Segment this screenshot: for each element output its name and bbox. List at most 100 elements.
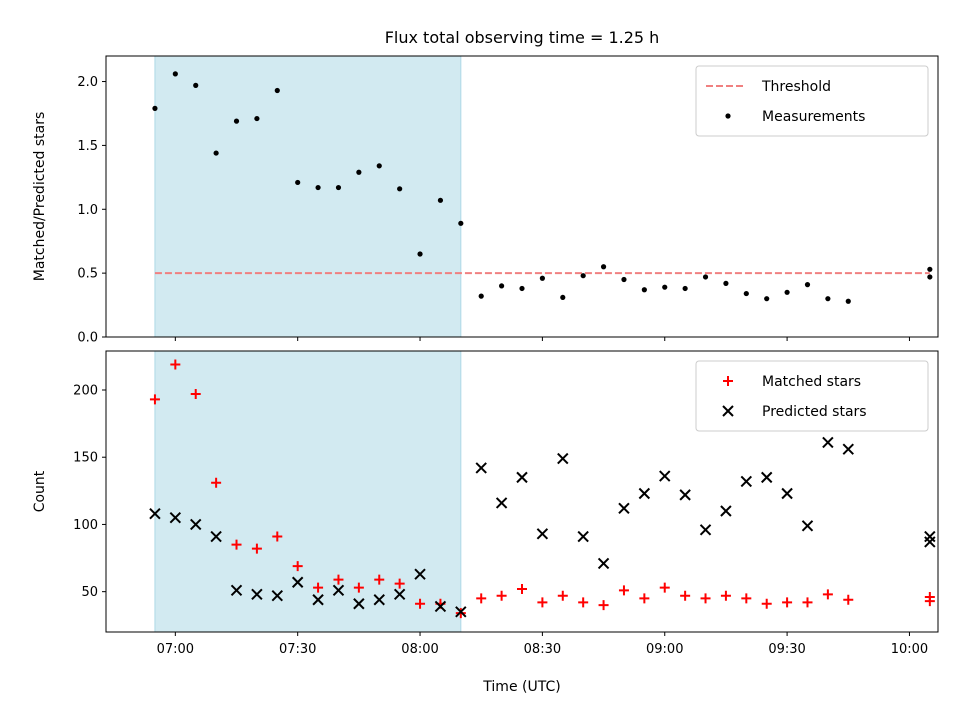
matched-stars-point xyxy=(374,574,385,585)
legend-label: Predicted stars xyxy=(762,404,867,420)
y-tick-label: 50 xyxy=(81,585,98,600)
matched-stars-point xyxy=(741,593,752,604)
predicted-stars-point xyxy=(332,584,345,597)
matched-stars-point xyxy=(537,597,548,608)
x-tick-label: 08:30 xyxy=(524,642,561,657)
measurements-point xyxy=(356,169,362,175)
measurements-point xyxy=(580,273,586,279)
measurements-point xyxy=(254,115,260,122)
predicted-stars-point xyxy=(169,512,182,524)
x-tick-label: 09:30 xyxy=(768,642,805,657)
predicted-stars-point xyxy=(271,589,284,602)
legend-matched-swatch xyxy=(723,376,733,386)
y-tick-label: 2.0 xyxy=(77,75,98,90)
chart-title: Flux total observing time = 1.25 h xyxy=(385,28,660,47)
measurements-point xyxy=(458,220,464,226)
predicted-stars-point xyxy=(414,568,426,580)
legend: Matched stars Predicted stars xyxy=(695,360,929,432)
matched-stars-point xyxy=(517,583,527,594)
measurements-point xyxy=(417,251,423,257)
measurements-point xyxy=(539,275,545,281)
matched-stars-point xyxy=(924,592,935,603)
measurements-point xyxy=(600,264,607,270)
measurements-point xyxy=(927,274,933,280)
matched-stars-point xyxy=(802,597,813,608)
predicted-stars-point xyxy=(190,518,202,531)
matched-stars-point xyxy=(415,598,426,609)
predicted-stars-point xyxy=(924,536,936,548)
legend-label: Measurements xyxy=(762,109,865,125)
y-axis-label: Matched/Predicted stars xyxy=(32,112,48,282)
matched-stars-point xyxy=(680,590,691,601)
predicted-stars-point xyxy=(149,507,161,520)
measurements-point xyxy=(825,296,831,302)
predicted-stars-point xyxy=(373,594,385,606)
matched-stars-point xyxy=(231,539,242,550)
matched-stars-point xyxy=(496,590,507,601)
matched-stars-point xyxy=(251,543,262,554)
matched-stars-point xyxy=(476,593,487,604)
matched-stars-point xyxy=(843,594,854,605)
predicted-stars-point xyxy=(557,452,569,465)
matched-stars-point xyxy=(782,597,793,608)
predicted-stars-point xyxy=(597,557,610,570)
matched-stars-point xyxy=(761,598,772,609)
predicted-stars-point xyxy=(230,584,243,597)
observing-span xyxy=(154,350,462,633)
matched-stars-point xyxy=(394,578,405,589)
matched-stars-point xyxy=(272,531,283,542)
predicted-stars-point xyxy=(577,530,589,543)
matched-stars-point xyxy=(700,593,711,604)
y-tick-label: 100 xyxy=(73,518,98,533)
ratio-panel: 0.0 0.5 1.0 1.5 2.0 Matched/Predicted stars Th… xyxy=(32,55,939,346)
measurements-point xyxy=(376,163,382,169)
y-tick-label: 0.5 xyxy=(77,267,98,282)
measurements-point xyxy=(662,284,668,290)
y-tick-label: 0.0 xyxy=(77,331,98,346)
predicted-stars-point xyxy=(638,487,651,500)
measurements-point xyxy=(437,197,444,203)
matched-stars-point xyxy=(659,582,670,593)
measurements-point xyxy=(499,283,505,289)
predicted-stars-point xyxy=(699,524,712,536)
measurements-point xyxy=(335,184,342,191)
measurements-point xyxy=(723,280,729,286)
measurements-point xyxy=(274,87,280,94)
matched-stars-point xyxy=(578,597,589,608)
predicted-stars-point xyxy=(516,471,528,484)
legend-measurements-swatch xyxy=(725,113,731,119)
matched-stars-point xyxy=(618,585,629,596)
predicted-stars-point xyxy=(740,475,753,488)
predicted-stars-point xyxy=(659,470,671,482)
measurements-point xyxy=(213,150,219,156)
matched-stars-point xyxy=(353,582,364,593)
predicted-stars-point xyxy=(393,588,406,601)
legend-box xyxy=(695,360,929,432)
measurements-point xyxy=(702,274,709,280)
x-tick-label: 08:00 xyxy=(401,642,438,657)
predicted-stars-point xyxy=(495,497,508,509)
x-axis-label: Time (UTC) xyxy=(482,679,560,695)
matched-stars-point xyxy=(822,589,833,600)
y-axis-label: Count xyxy=(32,470,48,512)
measurements-point xyxy=(478,293,484,299)
measurements-point xyxy=(927,266,933,272)
matched-stars-point xyxy=(333,574,344,585)
predicted-stars-point xyxy=(679,489,691,501)
measurements-point xyxy=(152,105,158,111)
matched-stars-point xyxy=(598,600,609,611)
measurements-point xyxy=(784,289,790,295)
x-tick-label: 10:00 xyxy=(891,642,928,657)
count-panel: 50 100 150 200 07:00 07:30 08:00 08:30 09:00 09:3… xyxy=(32,350,939,657)
axes-frame xyxy=(105,350,939,633)
x-tick-label: 09:00 xyxy=(646,642,683,657)
legend-predicted-swatch xyxy=(722,405,734,417)
predicted-stars-point xyxy=(434,600,447,613)
matched-stars-point xyxy=(211,477,222,488)
measurements-point xyxy=(560,294,566,301)
predicted-stars-point xyxy=(353,598,365,610)
measurements-point xyxy=(172,71,178,77)
predicted-stars-point xyxy=(455,606,467,618)
predicted-stars-point xyxy=(781,487,793,500)
measurements-point xyxy=(519,285,525,292)
